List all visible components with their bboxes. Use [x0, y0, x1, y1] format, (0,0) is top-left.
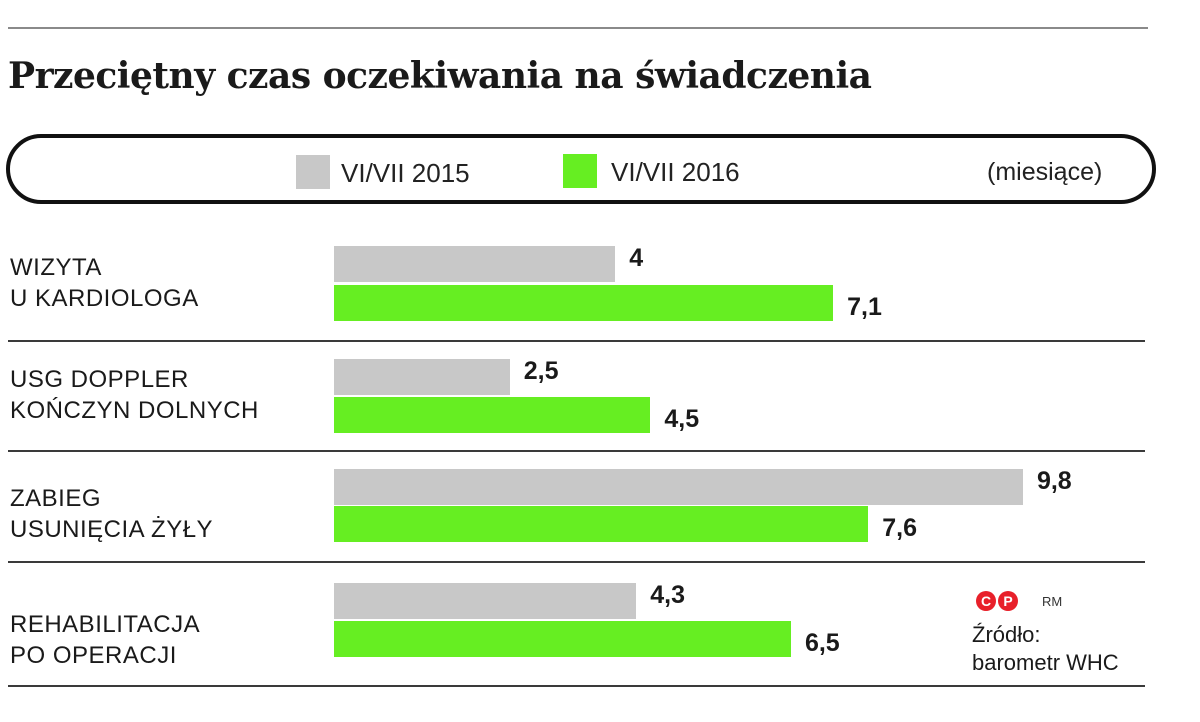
- row-label-zabieg: ZABIEG USUNIĘCIA ŻYŁY: [10, 485, 214, 543]
- legend-label-2015: VI/VII 2015: [341, 158, 470, 188]
- bar-value-label: 6,5: [804, 629, 840, 657]
- row-divider: [8, 340, 1145, 342]
- chart-title: Przeciętny czas oczekiwania na świadczen…: [8, 55, 872, 97]
- bar-value-label: 2,5: [523, 357, 559, 385]
- bar-value-label: 4: [629, 244, 644, 272]
- bar-2015-row-2: [334, 359, 510, 395]
- bar-2015-row-1: [334, 246, 616, 282]
- bar-value-label: 4,5: [664, 405, 700, 433]
- row-label-rehabilitacja: REHABILITACJA PO OPERACJI: [10, 611, 201, 669]
- bar-2016-row-2: [334, 397, 651, 433]
- source-note: Źródło: barometr WHC: [972, 622, 1119, 675]
- legend-label-2016: VI/VII 2016: [611, 157, 740, 187]
- row-divider: [8, 561, 1145, 563]
- top-rule: [8, 27, 1148, 29]
- row-label-usg-doppler: USG DOPPLER KOŃCZYN DOLNYCH: [10, 366, 259, 424]
- author-initials: RM: [1042, 594, 1063, 609]
- row-label-kardiolog: WIZYTA U KARDIOLOGA: [10, 254, 199, 312]
- units-label: (miesiące): [987, 158, 1103, 186]
- legend-swatch-2015: [296, 155, 330, 189]
- bar-2016-row-4: [334, 621, 791, 657]
- bar-value-label: 7,6: [882, 514, 918, 542]
- bar-2015-row-3: [334, 469, 1023, 505]
- bar-value-label: 4,3: [650, 581, 686, 609]
- legend-swatch-2016: [563, 154, 597, 188]
- row-divider: [8, 685, 1145, 687]
- logo-letter: P: [998, 591, 1018, 611]
- bar-2016-row-1: [334, 285, 834, 321]
- row-divider: [8, 450, 1145, 452]
- bar-value-label: 9,8: [1036, 467, 1072, 495]
- bar-value-label: 7,1: [847, 293, 882, 321]
- logo-letter: C: [976, 591, 996, 611]
- bar-2015-row-4: [334, 583, 637, 619]
- bar-2016-row-3: [334, 506, 869, 542]
- legend: [6, 134, 1156, 204]
